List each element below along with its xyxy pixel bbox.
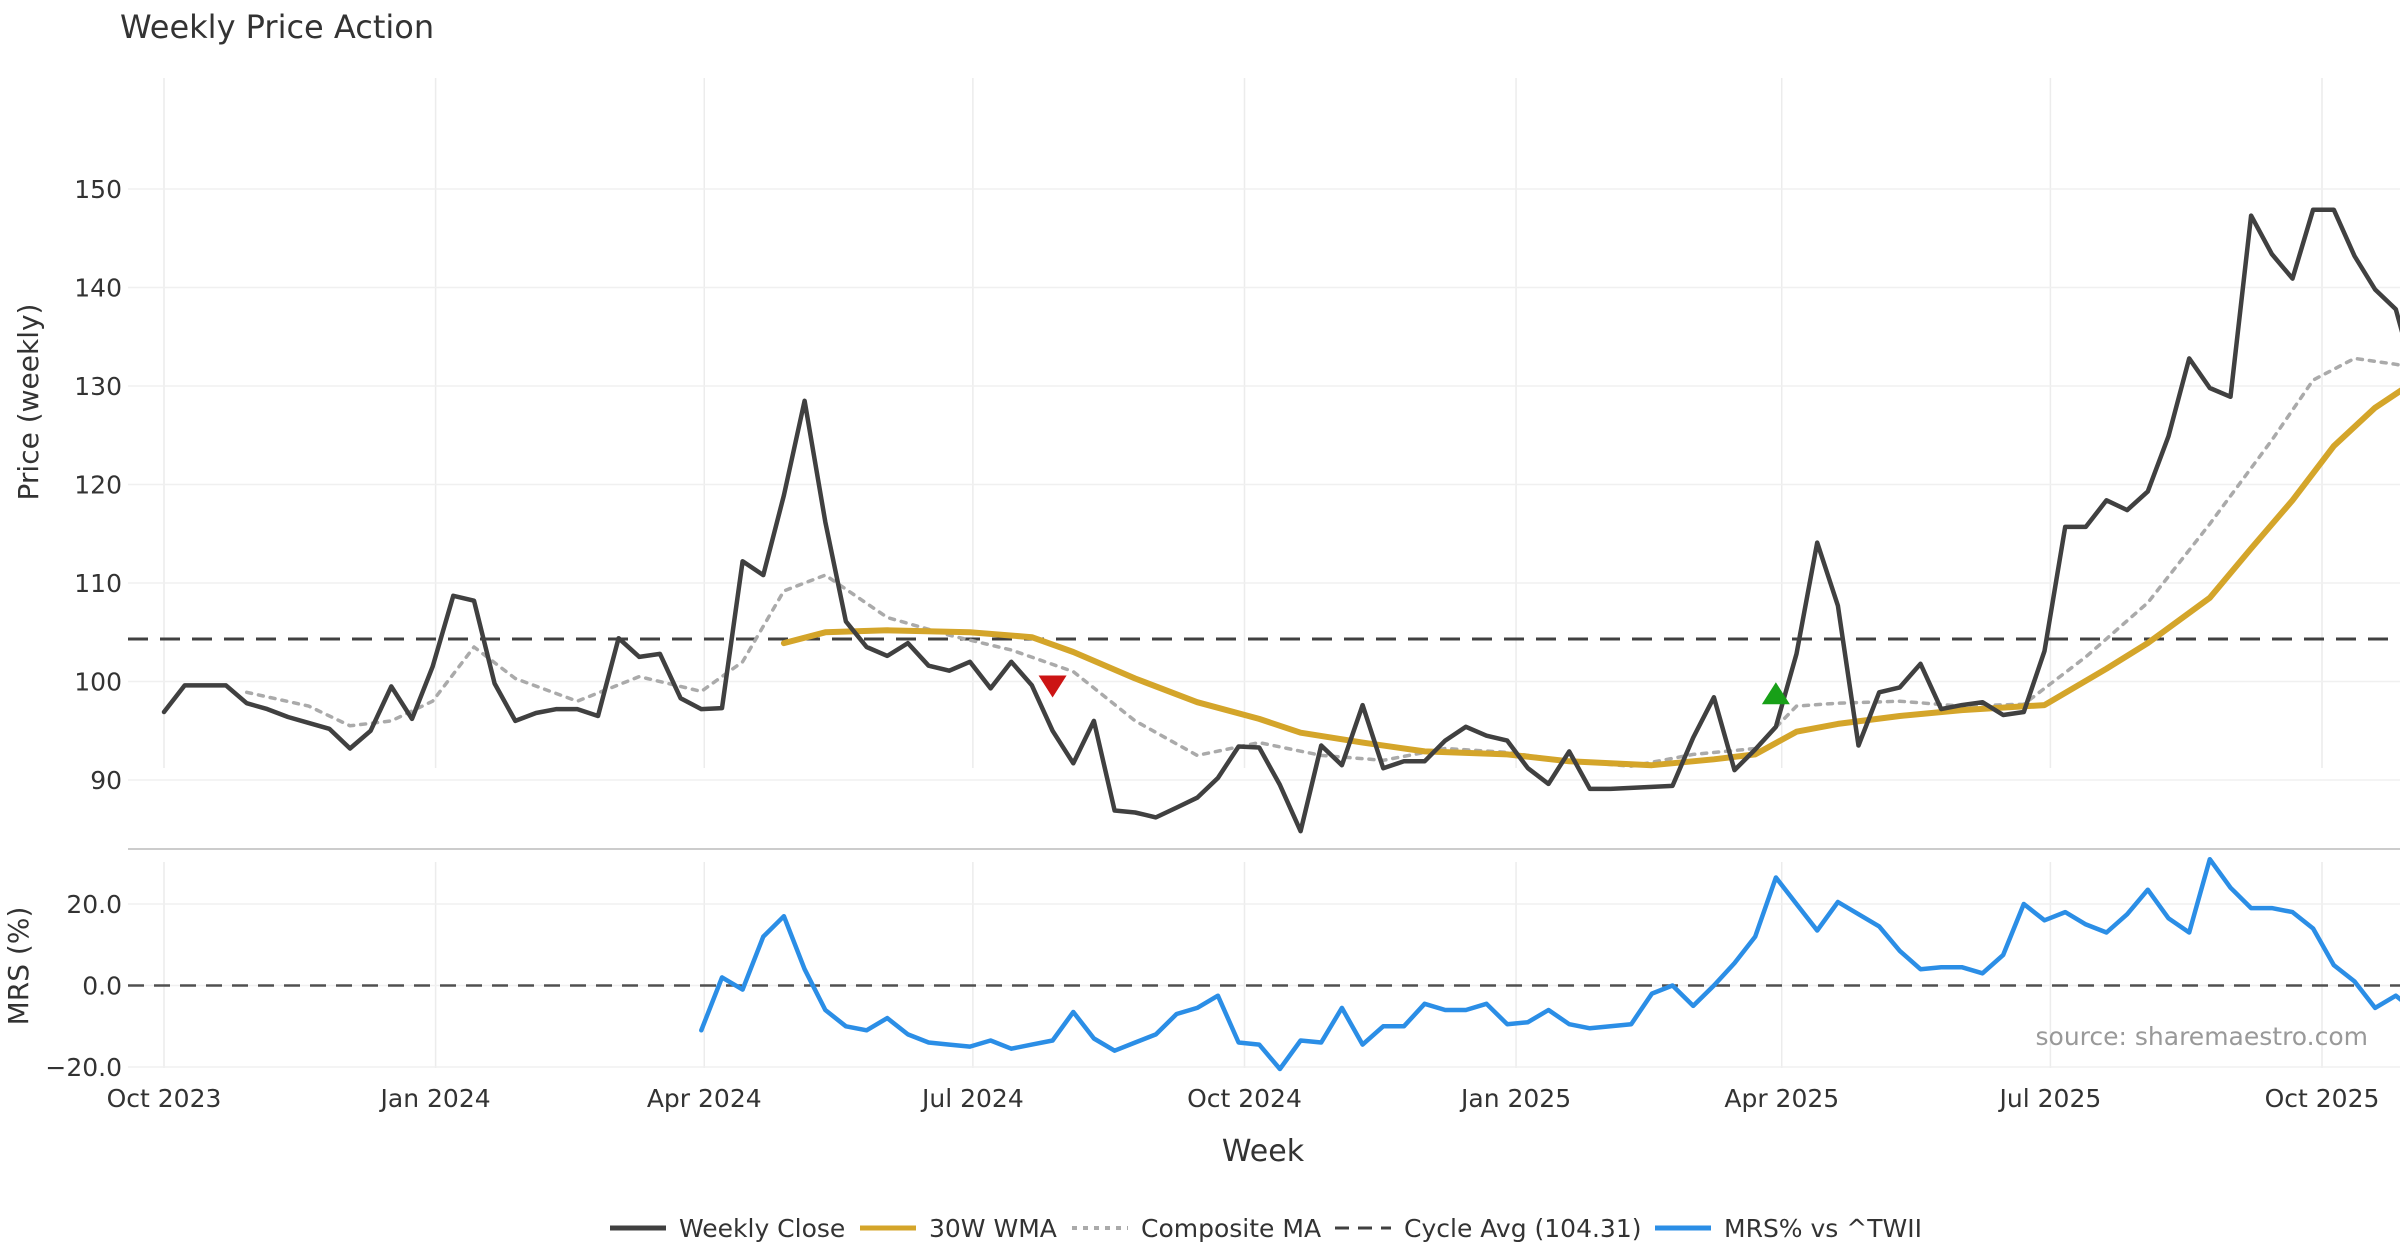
mrs-y-tick-label: 20.0 — [66, 890, 122, 919]
price-y-tick-label: 110 — [74, 569, 122, 598]
x-tick-label: Apr 2025 — [1724, 1084, 1839, 1113]
price-y-tick-label: 150 — [74, 175, 122, 204]
price-y-tick-label: 130 — [74, 372, 122, 401]
x-tick-label: Jul 2024 — [920, 1084, 1024, 1113]
price-series — [161, 207, 2400, 834]
mrs-y-axis-label: MRS (%) — [2, 907, 35, 1026]
mrs-y-tick-label: 0.0 — [82, 972, 122, 1001]
x-tick-label: Oct 2025 — [2265, 1084, 2380, 1113]
legend: Weekly Close 30W WMA Composite MA Cycle Avg… — [610, 1214, 1922, 1243]
price-y-tick-labels: 90 100 110 120 130 140 150 — [74, 175, 122, 795]
mrs-y-tick-label: −20.0 — [45, 1053, 122, 1082]
legend-label: MRS% vs ^TWII — [1724, 1214, 1922, 1243]
x-axis-label: Week — [1222, 1134, 1305, 1169]
x-tick-label: Oct 2024 — [1187, 1084, 1302, 1113]
x-tick-label: Jul 2025 — [1998, 1084, 2102, 1113]
x-tick-label: Apr 2024 — [647, 1084, 762, 1113]
legend-label: Weekly Close — [679, 1214, 845, 1243]
wma-30w-line — [780, 387, 2400, 769]
buy-signal-marker — [1761, 682, 1790, 705]
signal-markers — [1038, 675, 1790, 705]
x-tick-label: Jan 2025 — [1459, 1084, 1571, 1113]
mrs-series — [699, 856, 2400, 1072]
legend-label: Cycle Avg (104.31) — [1404, 1214, 1642, 1243]
chart-title: Weekly Price Action — [120, 8, 434, 46]
price-y-axis-label: Price (weekly) — [12, 304, 45, 501]
x-tick-labels: Oct 2023 Jan 2024 Apr 2024 Jul 2024 Oct 2024… — [107, 1084, 2380, 1113]
composite-ma-line — [244, 356, 2400, 768]
price-y-tick-label: 140 — [74, 274, 122, 303]
price-y-tick-label: 120 — [74, 471, 122, 500]
price-y-tick-label: 90 — [90, 766, 122, 795]
mrs-panel: −20.0 0.0 20.0 MRS (%) source: sharemaestr… — [2, 856, 2400, 1082]
mrs-y-tick-labels: −20.0 0.0 20.0 — [45, 890, 122, 1082]
price-y-tick-label: 100 — [74, 668, 122, 697]
weekly-close-line — [161, 207, 2400, 834]
x-tick-label: Oct 2023 — [107, 1084, 222, 1113]
x-tick-label: Jan 2024 — [379, 1084, 491, 1113]
price-panel: 90 100 110 120 130 140 150 Price (weekly) — [12, 78, 2400, 834]
legend-label: 30W WMA — [929, 1214, 1057, 1243]
price-grid — [128, 78, 2400, 781]
sell-signal-marker — [1038, 675, 1067, 698]
mrs-line — [699, 856, 2400, 1072]
source-note: source: sharemaestro.com — [2036, 1022, 2369, 1051]
legend-label: Composite MA — [1141, 1214, 1321, 1243]
